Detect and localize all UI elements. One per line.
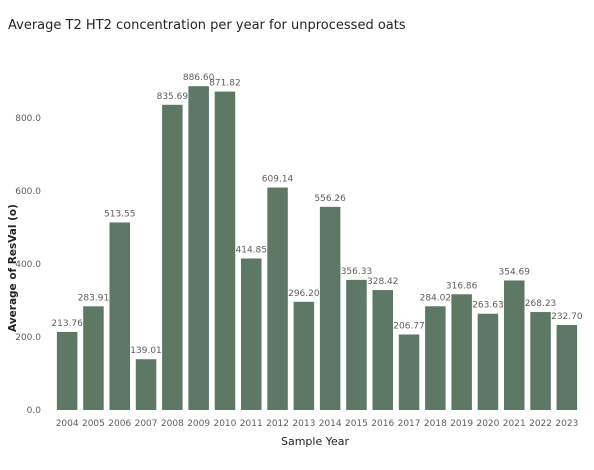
bar-2022[interactable]	[530, 312, 551, 410]
data-label-2016: 328.42	[367, 277, 399, 287]
y-axis-title: Average of ResVal (o)	[7, 204, 19, 332]
x-tick-label: 2021	[503, 419, 526, 429]
x-tick-label: 2004	[56, 419, 79, 429]
y-tick-label: 0.0	[27, 406, 42, 416]
x-tick-label: 2012	[266, 419, 289, 429]
bar-2006[interactable]	[109, 222, 131, 410]
data-label-2005: 283.91	[78, 293, 110, 303]
x-tick-label: 2013	[292, 419, 315, 429]
data-label-2018: 284.02	[420, 293, 452, 303]
data-label-2006: 513.55	[104, 209, 136, 219]
data-label-2015: 356.33	[341, 267, 373, 277]
x-tick-label: 2016	[371, 419, 394, 429]
data-label-2010: 871.82	[209, 79, 241, 89]
bar-2009[interactable]	[188, 86, 209, 411]
bar-2021[interactable]	[503, 280, 525, 410]
data-label-2022: 268.23	[525, 299, 557, 309]
x-tick-label: 2005	[82, 419, 105, 429]
bar-2015[interactable]	[346, 279, 367, 410]
x-tick-label: 2020	[476, 419, 499, 429]
bar-2020[interactable]	[477, 313, 499, 410]
bar-2019[interactable]	[451, 294, 472, 410]
x-tick-label: 2008	[161, 419, 184, 429]
bar-2016[interactable]	[372, 290, 394, 410]
y-tick-label: 800.0	[15, 114, 41, 124]
data-labels: 213.76 283.91 513.55 139.01 835.69 886.60871.…	[51, 73, 582, 356]
data-label-2014: 556.26	[314, 194, 346, 204]
data-label-2012: 609.14	[262, 175, 294, 185]
bar-2012[interactable]	[267, 187, 288, 410]
data-label-2019: 316.86	[446, 281, 478, 291]
x-tick-label: 2010	[213, 419, 236, 429]
data-label-2021: 354.69	[499, 267, 531, 277]
data-label-2004: 213.76	[51, 319, 83, 329]
data-label-2008: 835.69	[157, 92, 189, 102]
bar-2013[interactable]	[293, 301, 315, 410]
x-axis-ticks: 2004 2005 2006 2007 2008 2009 2010 2011 2012 2013…	[56, 419, 579, 429]
data-label-2023: 232.70	[551, 312, 583, 322]
bar-2007[interactable]	[135, 359, 157, 410]
y-axis-ticks: 0.0 200.0 400.0 600.0 800.0	[15, 114, 41, 416]
x-tick-label: 2006	[108, 419, 131, 429]
bars	[56, 86, 578, 411]
bar-2014[interactable]	[319, 206, 341, 410]
bar-2010[interactable]	[214, 91, 236, 410]
data-label-2007: 139.01	[130, 346, 162, 356]
bar-2008[interactable]	[162, 104, 183, 411]
y-tick-label: 400.0	[15, 260, 41, 270]
y-tick-label: 600.0	[15, 187, 41, 197]
x-tick-label: 2018	[424, 419, 447, 429]
data-label-2020: 263.63	[472, 301, 504, 311]
y-tick-label: 200.0	[15, 333, 41, 343]
x-tick-label: 2014	[319, 419, 342, 429]
bar-2005[interactable]	[83, 306, 104, 410]
bar-2018[interactable]	[425, 306, 446, 410]
x-tick-label: 2009	[187, 419, 210, 429]
x-tick-label: 2023	[555, 419, 578, 429]
x-tick-label: 2015	[345, 419, 368, 429]
data-label-2011: 414.85	[236, 245, 268, 255]
chart-title: Average T2 HT2 concentration per year fo…	[8, 18, 406, 33]
x-tick-label: 2019	[450, 419, 473, 429]
data-label-2013: 296.20	[288, 289, 320, 299]
bar-2004[interactable]	[56, 331, 78, 410]
bar-2017[interactable]	[398, 334, 420, 410]
x-tick-label: 2011	[240, 419, 263, 429]
x-tick-label: 2007	[135, 419, 158, 429]
data-label-2017: 206.77	[393, 321, 425, 331]
bar-2023[interactable]	[556, 325, 578, 410]
data-label-2009: 886.60	[183, 73, 215, 83]
x-axis-title: Sample Year	[281, 435, 350, 448]
bar-2011[interactable]	[240, 258, 262, 410]
x-tick-label: 2022	[529, 419, 552, 429]
x-tick-label: 2017	[398, 419, 421, 429]
